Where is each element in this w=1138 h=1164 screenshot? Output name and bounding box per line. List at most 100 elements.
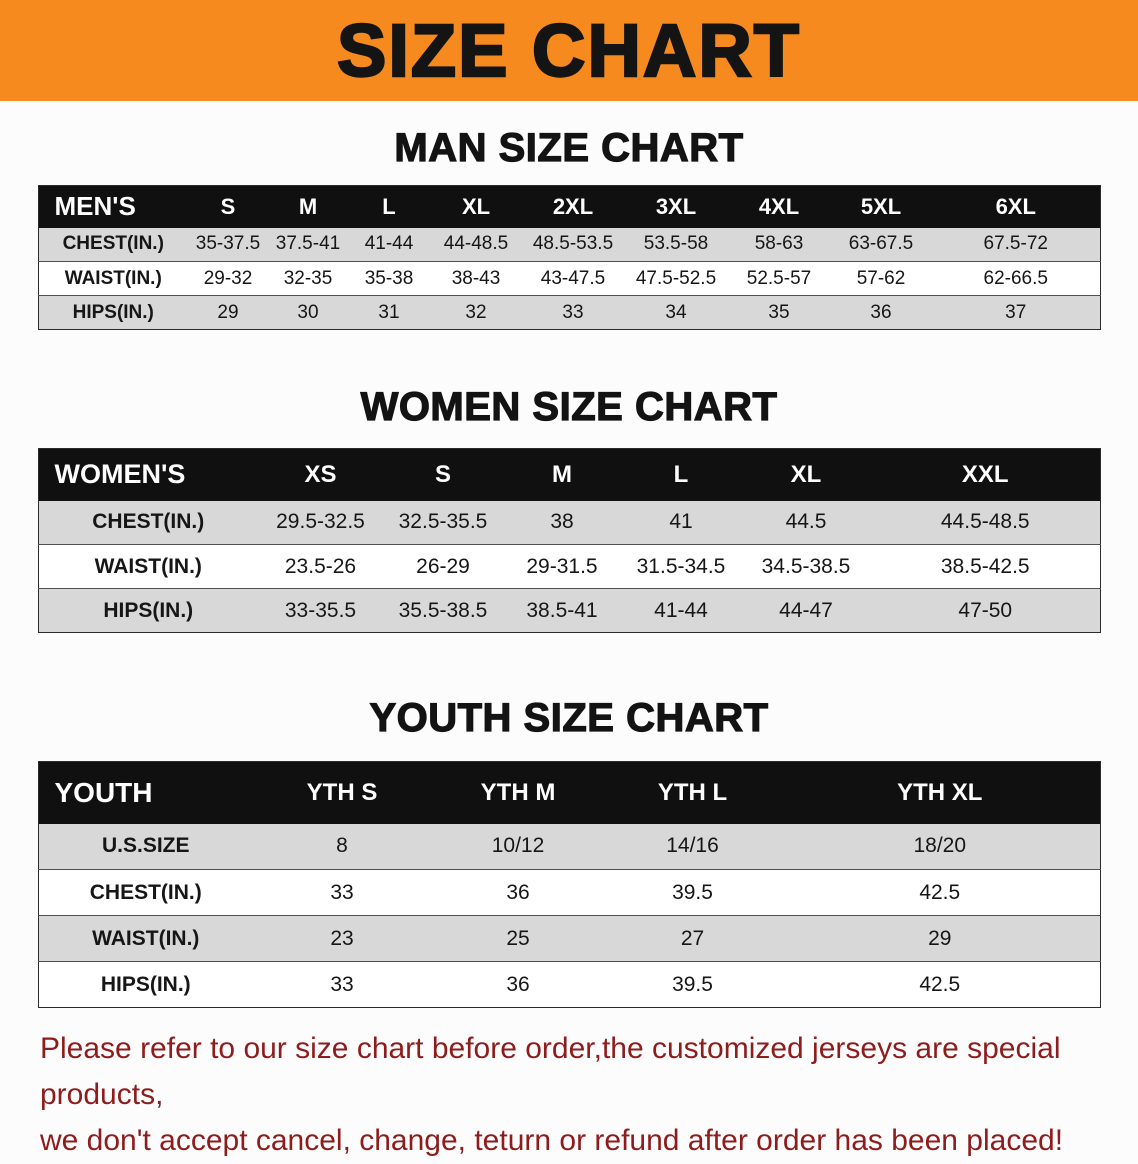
men-size-table: MEN'S S M L XL 2XL 3XL 4XL 5XL 6XL CHEST… <box>37 185 1101 330</box>
size-value-cell: 36 <box>506 880 530 904</box>
disclaimer-line-2: we don't accept cancel, change, teturn o… <box>40 1124 1064 1157</box>
row-label: CHEST(IN.) <box>92 510 205 534</box>
size-value-cell: 42.5 <box>919 880 961 904</box>
youth-size-table: YOUTH YTH S YTH M YTH L YTH XL U.S.SIZE … <box>37 761 1101 1008</box>
youth-size-chart-section: YOUTH SIZE CHART YOUTH YTH S YTH M YTH L… <box>0 695 1138 1008</box>
size-value-cell: 31.5-34.5 <box>636 554 726 578</box>
size-value-cell: 43-47.5 <box>540 267 606 289</box>
youth-hips-row: HIPS(IN.) 33 36 39.5 42.5 <box>38 961 1100 1008</box>
size-value-cell: 10/12 <box>491 834 545 858</box>
size-value-cell: 34.5-38.5 <box>761 554 851 578</box>
women-header-row: WOMEN'S XS S M L XL XXL <box>38 448 1100 501</box>
size-value-cell: 39.5 <box>672 880 713 904</box>
size-value-cell: 33-35.5 <box>284 598 357 622</box>
size-value-cell: 27 <box>680 926 705 950</box>
size-value-cell: 44.5 <box>785 510 827 534</box>
size-value-cell: 18/20 <box>913 834 967 858</box>
size-value-cell: 42.5 <box>919 972 961 996</box>
size-column-header: M <box>268 185 348 228</box>
women-size-chart-section: WOMEN SIZE CHART WOMEN'S XS S M L XL XXL… <box>0 384 1138 633</box>
size-column-header: 4XL <box>728 185 830 228</box>
size-value-cell: 44.5-48.5 <box>940 510 1030 534</box>
men-chest-row: CHEST(IN.) 35-37.5 37.5-41 41-44 44-48.5… <box>38 227 1100 262</box>
size-value-cell: 38 <box>550 510 574 534</box>
size-value-cell: 33 <box>330 972 354 996</box>
size-value-cell: 39.5 <box>672 972 713 996</box>
size-value-cell: 14/16 <box>666 834 719 858</box>
size-value-cell: 29-32 <box>203 267 253 289</box>
size-column-header: 5XL <box>830 185 932 228</box>
men-header-row: MEN'S S M L XL 2XL 3XL 4XL 5XL 6XL <box>38 185 1100 228</box>
size-column-header: L <box>348 185 430 228</box>
size-value-cell: 31 <box>378 301 400 323</box>
size-value-cell: 25 <box>506 926 530 950</box>
size-value-cell: 29-31.5 <box>526 554 598 578</box>
women-size-chart-title: WOMEN SIZE CHART <box>360 384 778 429</box>
men-table-corner-label: MEN'S <box>38 185 188 228</box>
youth-size-chart-title: YOUTH SIZE CHART <box>369 695 769 740</box>
size-value-cell: 32.5-35.5 <box>398 510 488 534</box>
size-column-header: XXL <box>871 448 1100 501</box>
size-value-cell: 58-63 <box>754 233 804 255</box>
size-column-header: XL <box>430 185 522 228</box>
disclaimer: Please refer to our size chart before or… <box>40 1026 1098 1164</box>
size-value-cell: 44-48.5 <box>443 233 509 255</box>
size-value-cell: 35-37.5 <box>195 233 261 255</box>
size-value-cell: 37.5-41 <box>275 233 341 255</box>
size-value-cell: 48.5-53.5 <box>532 233 614 255</box>
youth-ussize-row: U.S.SIZE 8 10/12 14/16 18/20 <box>38 823 1100 870</box>
page-title: SIZE CHART <box>336 8 801 92</box>
size-column-header: YTH XL <box>780 761 1100 824</box>
size-value-cell: 38.5-42.5 <box>940 554 1030 578</box>
size-value-cell: 32-35 <box>283 267 333 289</box>
size-value-cell: 47.5-52.5 <box>635 267 717 289</box>
size-value-cell: 23.5-26 <box>284 554 357 578</box>
size-value-cell: 8 <box>336 834 348 858</box>
men-hips-row: HIPS(IN.) 29 30 31 32 33 34 35 36 37 <box>38 295 1100 330</box>
women-table-corner-label: WOMEN'S <box>38 448 258 501</box>
size-column-header: 3XL <box>624 185 728 228</box>
youth-header-row: YOUTH YTH S YTH M YTH L YTH XL <box>38 761 1100 824</box>
size-chart-banner: SIZE CHART <box>0 0 1138 101</box>
size-value-cell: 37 <box>1005 301 1027 323</box>
men-size-chart-section: MAN SIZE CHART MEN'S S M L XL 2XL 3XL 4X… <box>0 125 1138 330</box>
size-column-header: YTH M <box>431 761 605 824</box>
size-value-cell: 63-67.5 <box>848 233 914 255</box>
size-value-cell: 41-44 <box>654 598 708 622</box>
size-value-cell: 23 <box>330 926 354 950</box>
size-value-cell: 57-62 <box>856 267 906 289</box>
row-label: WAIST(IN.) <box>92 926 200 950</box>
size-column-header: 2XL <box>522 185 624 228</box>
row-label: HIPS(IN.) <box>72 301 154 323</box>
row-label: CHEST(IN.) <box>89 880 202 904</box>
disclaimer-line-1: Please refer to our size chart before or… <box>40 1032 1061 1111</box>
row-label: HIPS(IN.) <box>103 598 194 622</box>
row-label: U.S.SIZE <box>101 834 190 858</box>
size-value-cell: 44-47 <box>779 598 833 622</box>
row-label: WAIST(IN.) <box>94 554 202 578</box>
row-label: HIPS(IN.) <box>100 972 191 996</box>
size-value-cell: 47-50 <box>958 598 1013 622</box>
women-waist-row: WAIST(IN.) 23.5-26 26-29 29-31.5 31.5-34… <box>38 544 1100 589</box>
size-value-cell: 36 <box>506 972 530 996</box>
size-value-cell: 35-38 <box>364 267 414 289</box>
size-value-cell: 33 <box>330 880 354 904</box>
size-value-cell: 41 <box>669 510 693 534</box>
youth-waist-row: WAIST(IN.) 23 25 27 29 <box>38 915 1100 962</box>
men-size-chart-title: MAN SIZE CHART <box>394 125 744 170</box>
size-value-cell: 62-66.5 <box>983 267 1048 289</box>
size-column-header: YTH L <box>605 761 780 824</box>
row-label: WAIST(IN.) <box>64 267 162 289</box>
size-value-cell: 35 <box>768 301 790 323</box>
size-column-header: 6XL <box>932 185 1100 228</box>
size-column-header: M <box>503 448 621 501</box>
youth-chest-row: CHEST(IN.) 33 36 39.5 42.5 <box>38 869 1100 916</box>
size-value-cell: 34 <box>665 301 687 323</box>
size-column-header: L <box>621 448 741 501</box>
size-value-cell: 38.5-41 <box>526 598 598 622</box>
size-column-header: XL <box>741 448 871 501</box>
size-value-cell: 29.5-32.5 <box>276 510 365 534</box>
size-value-cell: 33 <box>562 301 584 323</box>
size-value-cell: 53.5-58 <box>643 233 709 255</box>
size-value-cell: 67.5-72 <box>983 233 1048 255</box>
